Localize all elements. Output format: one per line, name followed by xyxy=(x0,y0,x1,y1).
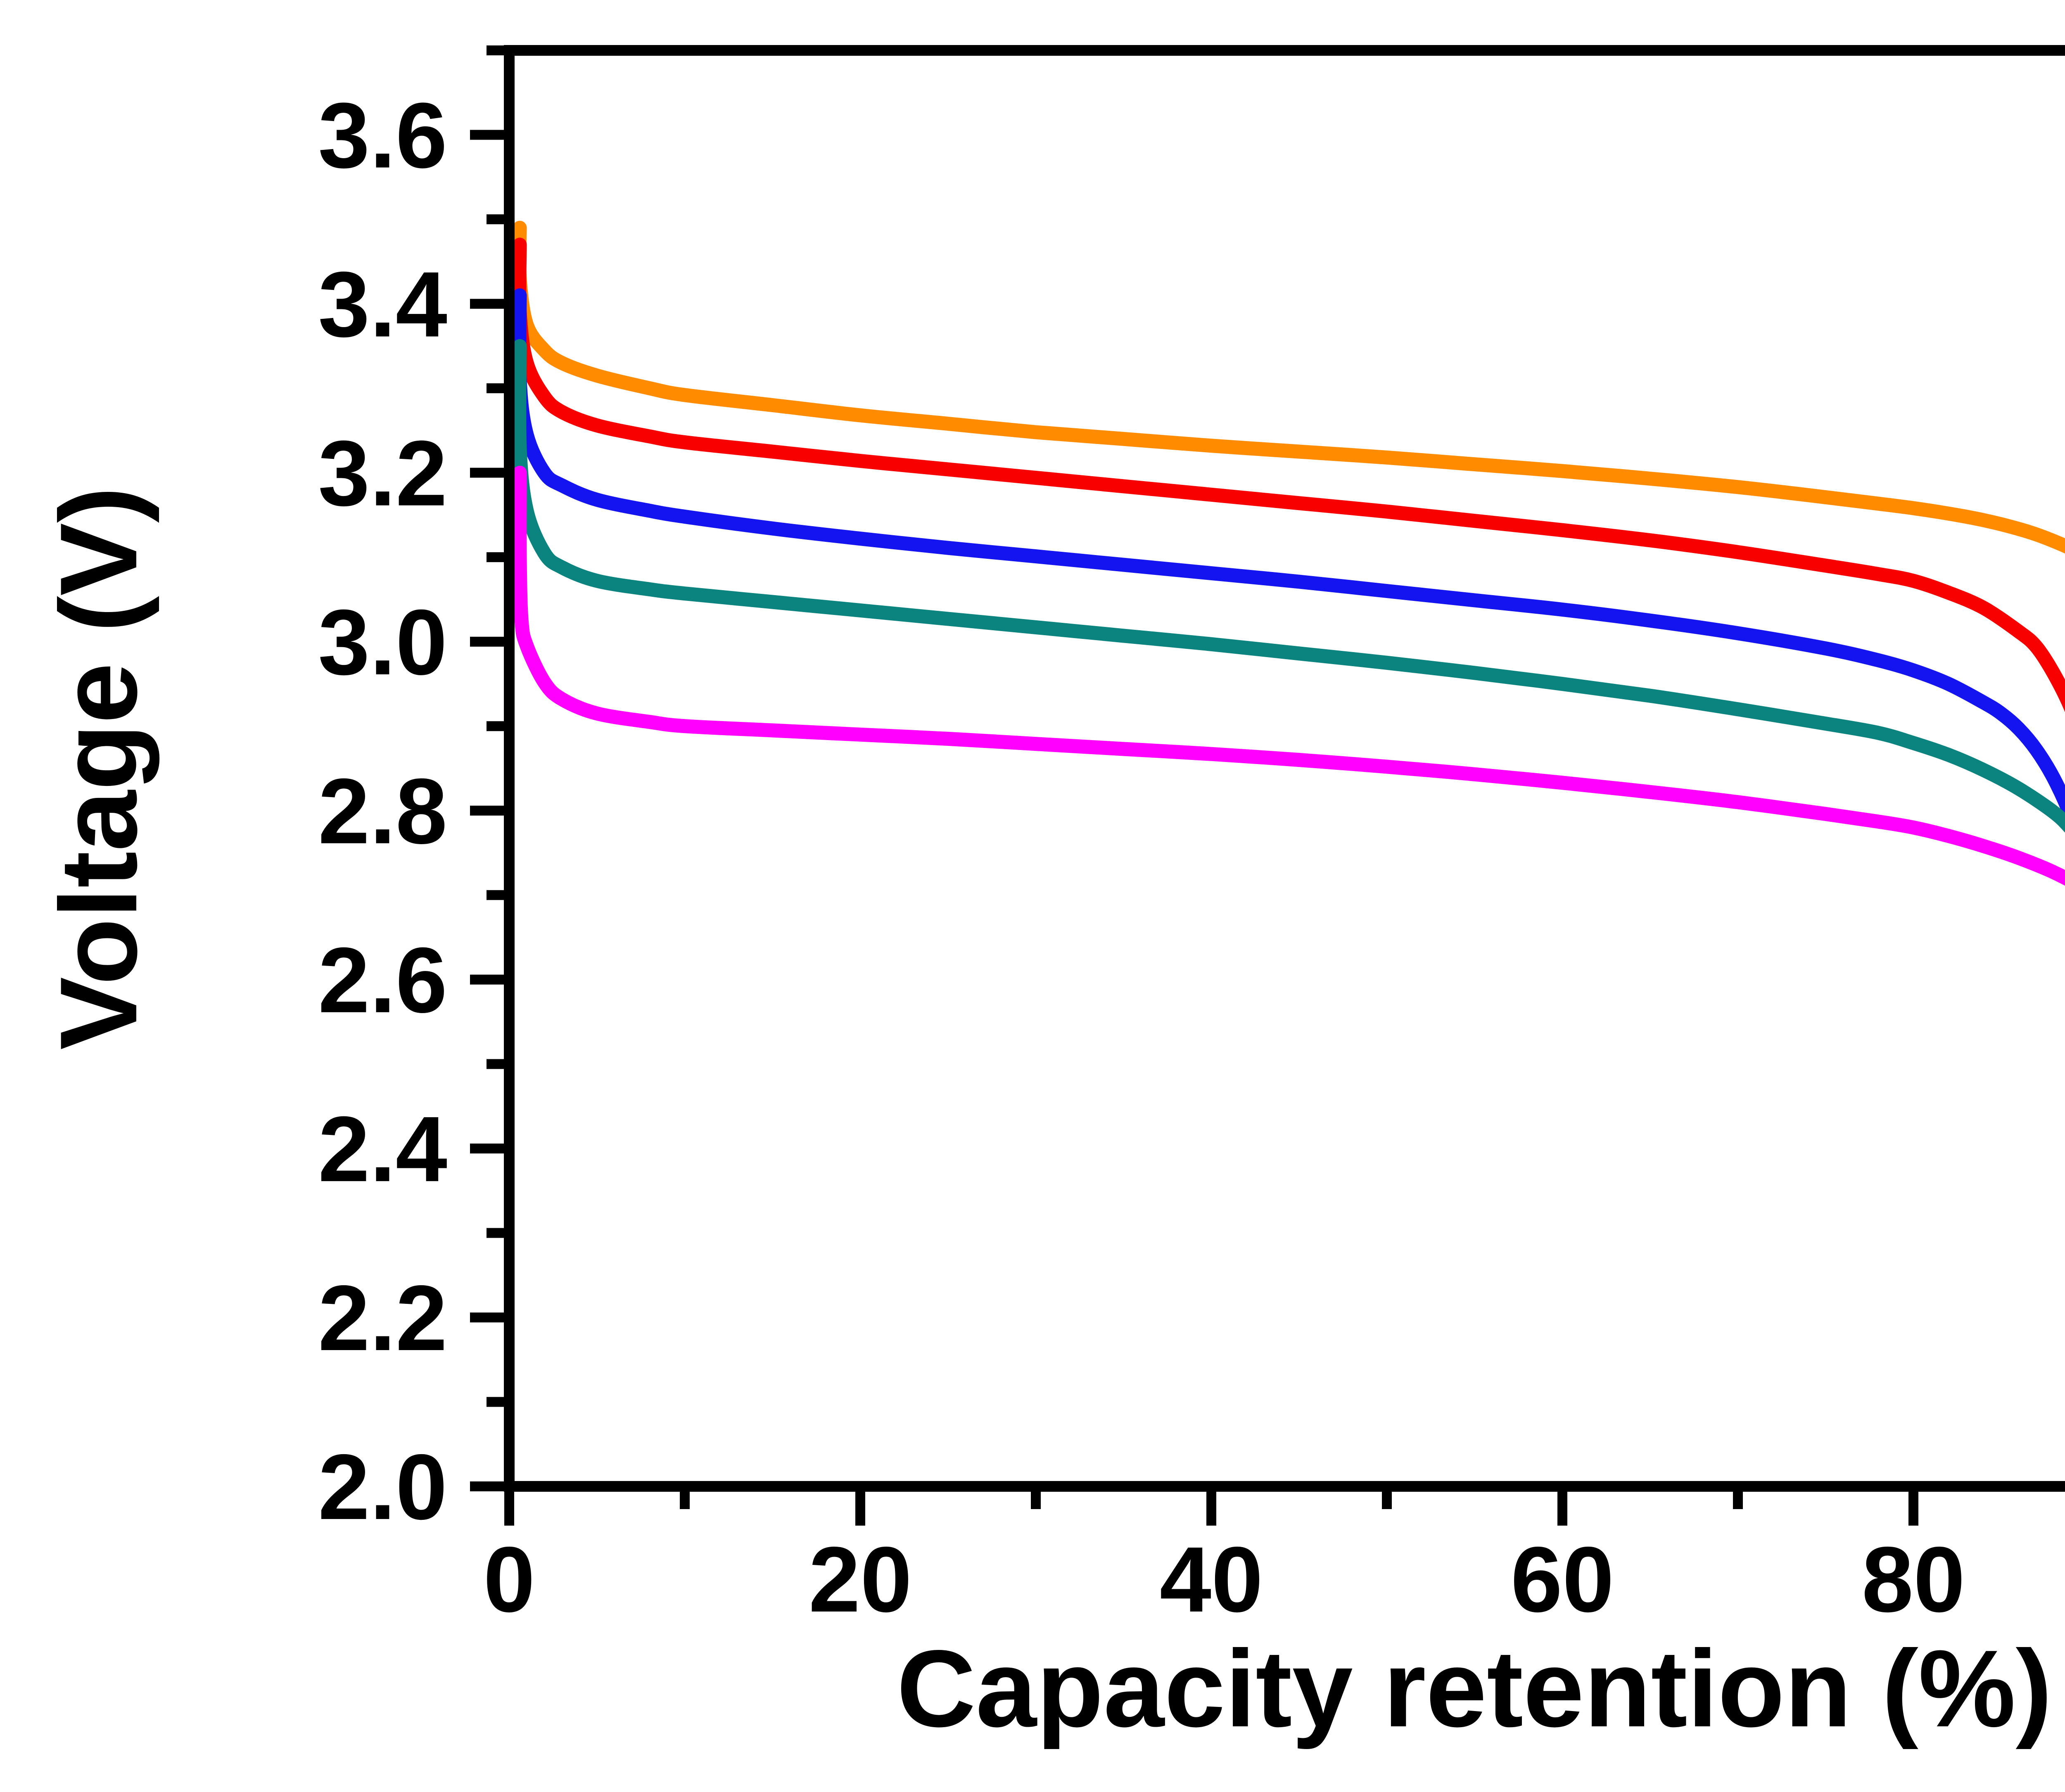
y-tick-label: 2.8 xyxy=(318,759,447,863)
series-0p5-c xyxy=(512,221,2065,554)
y-tick-label: 2.2 xyxy=(318,1266,447,1370)
series-2-c xyxy=(512,288,2065,821)
y-tick-label: 3.2 xyxy=(318,421,447,525)
y-tick-label: 2.0 xyxy=(318,1435,447,1539)
y-tick-label: 3.0 xyxy=(318,590,447,694)
series-5-c xyxy=(513,465,2065,886)
chart-layer: 0204060801003.63.43.23.02.82.62.42.22.00… xyxy=(318,45,2065,1631)
x-axis-title: Capacity retention (%) xyxy=(897,1628,2052,1750)
series-3-c xyxy=(512,339,2065,833)
x-tick-label: 80 xyxy=(1862,1527,1965,1631)
series-1-c xyxy=(512,237,2065,712)
y-tick-label: 2.6 xyxy=(318,928,447,1032)
y-tick-label: 3.6 xyxy=(318,83,447,188)
y-tick-label: 3.4 xyxy=(318,252,447,356)
x-tick-label: 20 xyxy=(809,1527,912,1631)
y-tick-label: 2.4 xyxy=(318,1097,447,1201)
x-tick-label: 0 xyxy=(483,1527,535,1631)
plot-frame xyxy=(504,45,2065,1492)
x-tick-label: 60 xyxy=(1511,1527,1614,1631)
y-axis-title: Voltage (V) xyxy=(38,487,160,1050)
x-tick-label: 40 xyxy=(1160,1527,1263,1631)
